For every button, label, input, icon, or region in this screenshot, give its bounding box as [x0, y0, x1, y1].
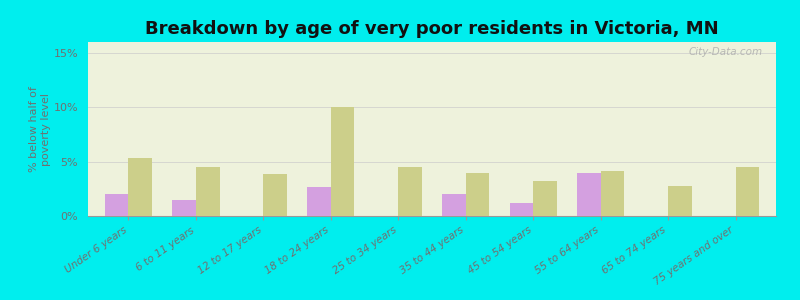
Bar	[735, 167, 759, 216]
Bar	[196, 167, 219, 216]
Bar	[510, 203, 533, 216]
Bar	[263, 174, 287, 216]
Bar	[442, 194, 466, 216]
Bar	[307, 187, 331, 216]
Title: Breakdown by age of very poor residents in Victoria, MN: Breakdown by age of very poor residents …	[145, 20, 719, 38]
Bar	[601, 171, 624, 216]
Y-axis label: % below half of
poverty level: % below half of poverty level	[30, 86, 51, 172]
Bar	[129, 158, 152, 216]
Bar	[331, 107, 354, 216]
Text: City-Data.com: City-Data.com	[688, 47, 762, 57]
Bar	[533, 181, 557, 216]
Bar	[105, 194, 129, 216]
Bar	[668, 185, 692, 216]
Bar	[172, 200, 196, 216]
Bar	[577, 172, 601, 216]
Bar	[466, 172, 490, 216]
Bar	[398, 167, 422, 216]
